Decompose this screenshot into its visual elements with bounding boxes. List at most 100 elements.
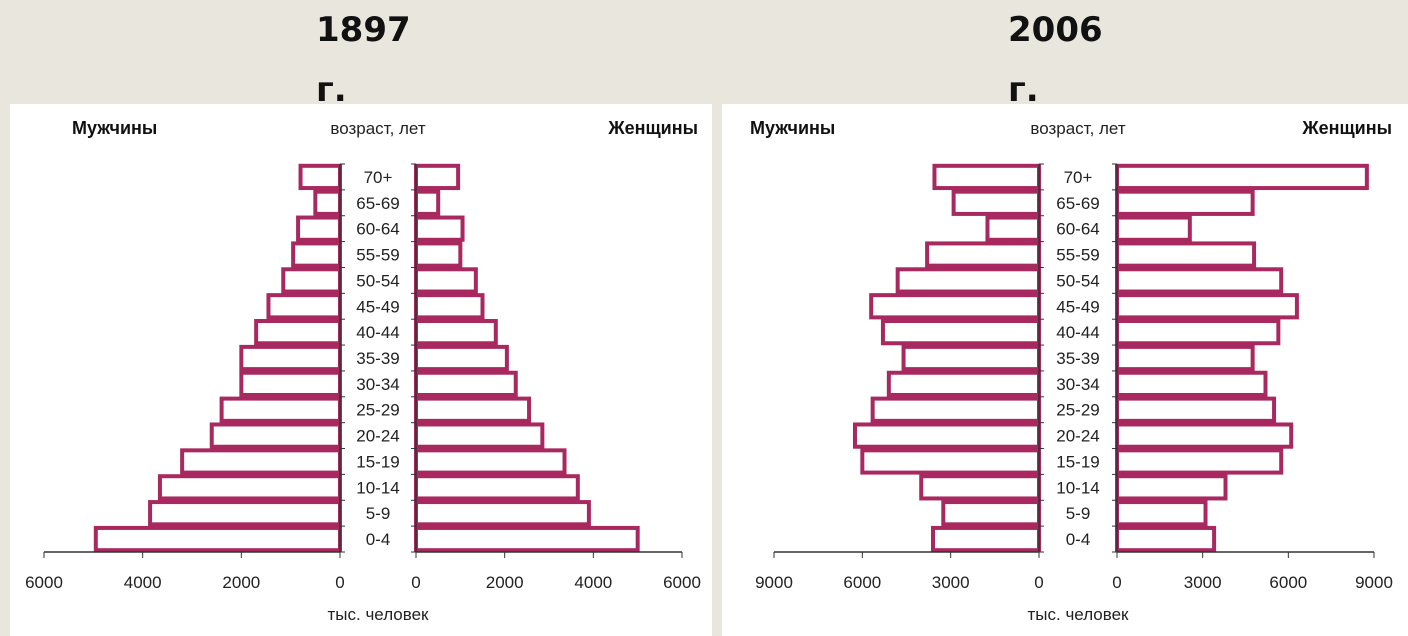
bar-men-40-44	[880, 319, 1041, 346]
age-group-label: 30-34	[356, 375, 399, 394]
year-title-1897: 1897 г.	[316, 0, 411, 120]
age-group-label: 60-64	[356, 220, 399, 239]
pyramid-svg-2006: Мужчины Женщины возраст, лет 0-4 5-9 10-14 15-…	[750, 118, 1393, 624]
x-tick-label-women: 0	[1112, 573, 1121, 592]
x-axis-label: тыс. человек	[1028, 605, 1130, 624]
year-number: 2006	[1008, 10, 1103, 50]
bar-women-0-4	[1115, 525, 1217, 553]
header-men: Мужчины	[72, 118, 157, 138]
bar-women-40-44	[1115, 319, 1281, 346]
age-group-label: 15-19	[1056, 452, 1099, 471]
bar-women-10-14	[414, 474, 580, 501]
age-group-label: 35-39	[1056, 349, 1099, 368]
bar-men-65-69	[313, 189, 343, 216]
age-group-label: 45-49	[1056, 297, 1099, 316]
bar-men-70+	[932, 163, 1042, 191]
age-group-label: 70+	[1064, 168, 1093, 187]
age-group-label: 50-54	[1056, 271, 1099, 290]
age-group-label: 30-34	[1056, 375, 1099, 394]
x-tick-label-men: 0	[1034, 573, 1043, 592]
bar-men-35-39	[239, 344, 342, 372]
bar-men-70+	[298, 163, 342, 191]
x-tick-label-women: 6000	[663, 573, 701, 592]
bar-women-65-69	[414, 189, 441, 216]
age-group-label: 10-14	[1056, 478, 1099, 497]
year-title-2006: 2006 г.	[1008, 0, 1103, 120]
bar-men-55-59	[925, 241, 1041, 268]
bar-men-15-19	[180, 448, 342, 475]
bar-women-65-69	[1115, 189, 1255, 216]
x-tick-label-men: 0	[335, 573, 344, 592]
x-tick-label-men: 9000	[755, 573, 793, 592]
bar-men-20-24	[852, 422, 1041, 449]
age-group-label: 0-4	[1066, 530, 1091, 549]
bar-men-45-49	[869, 293, 1041, 320]
x-axis-label: тыс. человек	[328, 605, 430, 624]
age-group-label: 45-49	[356, 297, 399, 316]
age-group-label: 5-9	[1066, 504, 1091, 523]
bar-women-50-54	[414, 267, 478, 294]
bar-women-5-9	[1115, 500, 1208, 527]
header-women: Женщины	[1301, 118, 1392, 138]
bar-women-60-64	[414, 215, 465, 242]
bar-men-25-29	[870, 396, 1041, 423]
bar-women-5-9	[414, 500, 591, 527]
year-number: 1897	[316, 10, 411, 50]
age-group-label: 10-14	[356, 478, 399, 497]
year-suffix: г.	[316, 70, 347, 110]
x-tick-label-women: 0	[411, 573, 420, 592]
bar-women-50-54	[1115, 267, 1284, 294]
bar-women-45-49	[1115, 293, 1299, 320]
x-tick-label-women: 4000	[574, 573, 612, 592]
bar-women-25-29	[1115, 396, 1277, 423]
bar-men-0-4	[93, 525, 342, 553]
x-tick-label-women: 9000	[1355, 573, 1393, 592]
bar-women-55-59	[1115, 241, 1257, 268]
bar-men-50-54	[281, 267, 342, 294]
bar-men-65-69	[951, 189, 1041, 216]
bar-men-5-9	[941, 500, 1041, 527]
bar-women-45-49	[414, 293, 485, 320]
bar-women-0-4	[414, 525, 640, 553]
header-women: Женщины	[607, 118, 698, 138]
bar-men-30-34	[239, 370, 342, 397]
age-group-label: 25-29	[356, 401, 399, 420]
bar-men-45-49	[266, 293, 343, 320]
bar-women-55-59	[414, 241, 463, 268]
age-group-label: 0-4	[366, 530, 391, 549]
age-group-label: 65-69	[1056, 194, 1099, 213]
age-group-label: 20-24	[1056, 427, 1099, 446]
bar-men-60-64	[985, 215, 1042, 242]
x-tick-label-women: 3000	[1184, 573, 1222, 592]
bar-men-10-14	[157, 474, 342, 501]
x-tick-label-women: 6000	[1269, 573, 1307, 592]
bar-men-0-4	[931, 525, 1041, 553]
x-tick-label-men: 6000	[843, 573, 881, 592]
bar-men-25-29	[219, 396, 343, 423]
age-group-label: 15-19	[356, 452, 399, 471]
bar-women-10-14	[1115, 474, 1228, 501]
age-group-label: 55-59	[356, 246, 399, 265]
bar-men-10-14	[919, 474, 1042, 501]
bar-men-15-19	[860, 448, 1041, 475]
age-group-label: 60-64	[1056, 220, 1099, 239]
x-tick-label-men: 4000	[124, 573, 162, 592]
age-group-label: 55-59	[1056, 246, 1099, 265]
age-group-label: 70+	[364, 168, 393, 187]
age-group-label: 50-54	[356, 271, 399, 290]
age-group-label: 65-69	[356, 194, 399, 213]
bar-men-55-59	[291, 241, 342, 268]
bar-men-35-39	[901, 344, 1041, 372]
bar-women-30-34	[414, 370, 518, 397]
age-group-label: 35-39	[356, 349, 399, 368]
bar-men-20-24	[209, 422, 342, 449]
bar-women-15-19	[1115, 448, 1284, 475]
age-axis-label: возраст, лет	[1030, 119, 1125, 138]
pyramid-chart-1897: Мужчины Женщины возраст, лет 0-4 5-9 10-14 15-…	[10, 104, 712, 636]
bar-men-60-64	[296, 215, 343, 242]
age-group-label: 40-44	[356, 323, 399, 342]
bar-women-70+	[1115, 163, 1369, 191]
bar-women-25-29	[414, 396, 532, 423]
bar-women-30-34	[1115, 370, 1268, 397]
age-group-label: 25-29	[1056, 401, 1099, 420]
